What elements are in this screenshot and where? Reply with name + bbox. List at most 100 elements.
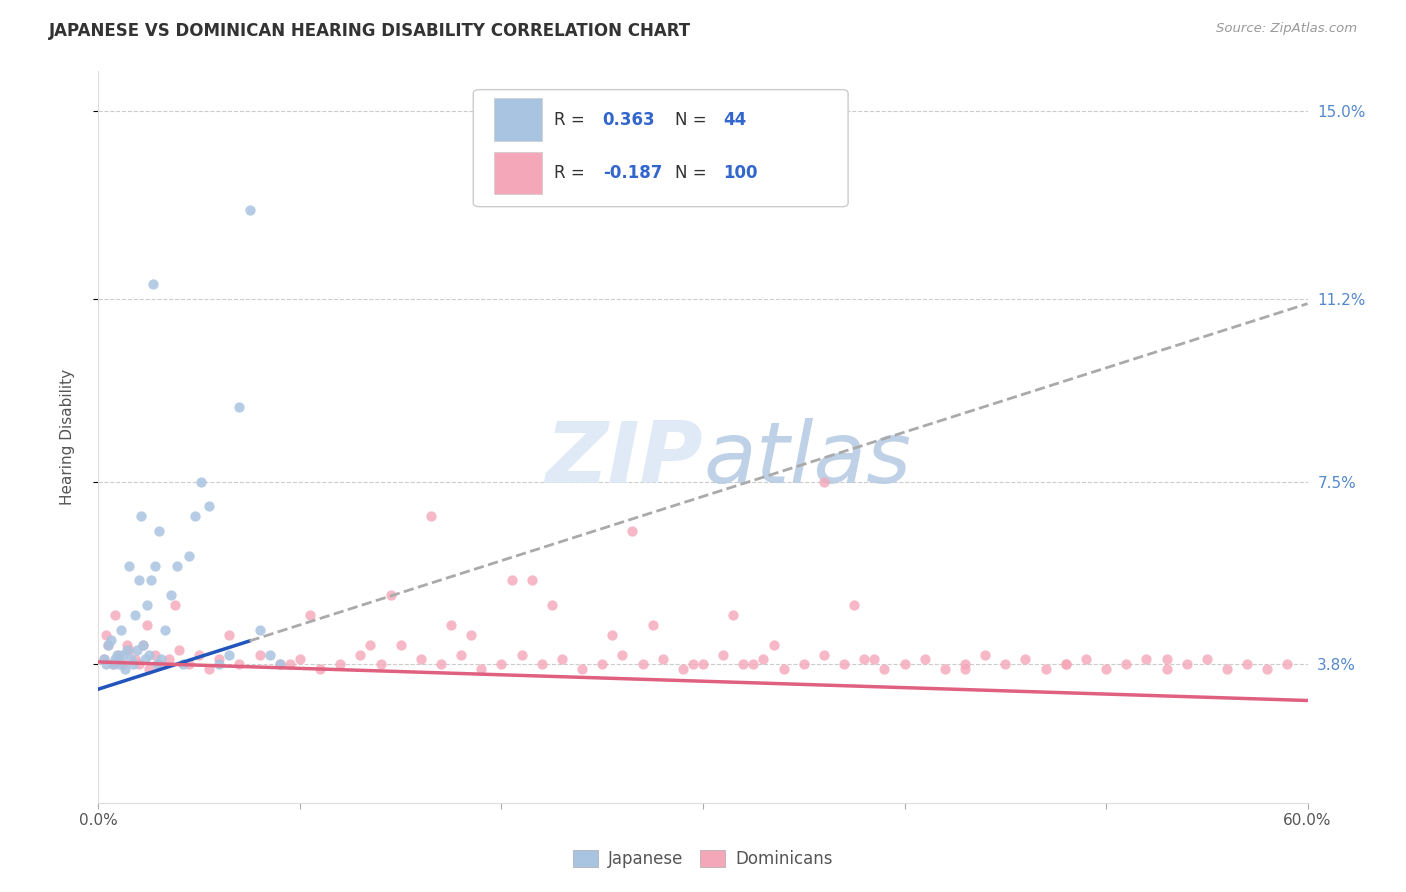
Point bbox=[107, 657, 129, 672]
Point bbox=[228, 657, 250, 672]
Point bbox=[510, 648, 533, 662]
Point bbox=[134, 652, 156, 666]
Point bbox=[111, 657, 134, 672]
Point bbox=[651, 652, 673, 666]
Point bbox=[249, 648, 271, 662]
Point bbox=[1035, 662, 1057, 676]
Point bbox=[96, 657, 118, 672]
Point bbox=[208, 657, 231, 672]
Point bbox=[198, 500, 221, 514]
Point bbox=[163, 598, 186, 612]
Point bbox=[1175, 657, 1198, 672]
Point bbox=[349, 648, 371, 662]
Point bbox=[723, 607, 745, 622]
Point bbox=[460, 628, 482, 642]
Point bbox=[120, 652, 142, 666]
Point bbox=[893, 657, 915, 672]
Point bbox=[142, 277, 165, 291]
Point bbox=[100, 632, 122, 647]
Point bbox=[172, 657, 194, 672]
Point bbox=[153, 623, 176, 637]
Point bbox=[299, 607, 322, 622]
Point bbox=[93, 652, 115, 666]
Point bbox=[329, 657, 352, 672]
Point bbox=[863, 652, 886, 666]
Point bbox=[682, 657, 704, 672]
Point bbox=[118, 642, 141, 657]
Point bbox=[621, 524, 644, 538]
Point bbox=[591, 657, 613, 672]
Point bbox=[752, 652, 775, 666]
Point bbox=[132, 638, 155, 652]
Point bbox=[103, 652, 125, 666]
Point bbox=[873, 662, 896, 676]
Point bbox=[107, 648, 129, 662]
FancyBboxPatch shape bbox=[474, 90, 848, 207]
Point bbox=[269, 657, 291, 672]
Point bbox=[420, 509, 443, 524]
Point bbox=[259, 648, 281, 662]
Point bbox=[934, 662, 956, 676]
Point bbox=[121, 657, 143, 672]
Point bbox=[1195, 652, 1218, 666]
Point bbox=[146, 657, 169, 672]
Point bbox=[160, 588, 183, 602]
Point bbox=[218, 628, 240, 642]
Point bbox=[520, 574, 543, 588]
Point bbox=[143, 558, 166, 573]
Point bbox=[853, 652, 876, 666]
Text: -0.187: -0.187 bbox=[603, 164, 662, 182]
Point bbox=[114, 662, 136, 676]
Text: atlas: atlas bbox=[703, 417, 911, 500]
Point bbox=[128, 657, 150, 672]
Point bbox=[96, 628, 118, 642]
Point bbox=[157, 652, 180, 666]
Point bbox=[124, 607, 146, 622]
Point bbox=[129, 509, 152, 524]
Point bbox=[118, 558, 141, 573]
Point bbox=[491, 657, 513, 672]
Y-axis label: Hearing Disability: Hearing Disability bbox=[60, 369, 75, 505]
Point bbox=[288, 652, 311, 666]
Point bbox=[742, 657, 765, 672]
Point bbox=[672, 662, 695, 676]
Point bbox=[380, 588, 402, 602]
Point bbox=[115, 642, 138, 657]
Point bbox=[148, 657, 170, 672]
Point bbox=[813, 648, 835, 662]
Point bbox=[115, 638, 138, 652]
Point bbox=[450, 648, 472, 662]
Point bbox=[1054, 657, 1077, 672]
Point bbox=[430, 657, 453, 672]
Point bbox=[135, 618, 157, 632]
Point bbox=[602, 628, 624, 642]
Point bbox=[103, 607, 125, 622]
Point bbox=[1074, 652, 1097, 666]
Point bbox=[166, 558, 188, 573]
Point bbox=[762, 638, 785, 652]
Point bbox=[149, 652, 172, 666]
Point bbox=[1054, 657, 1077, 672]
Text: 0.363: 0.363 bbox=[603, 111, 655, 128]
Point bbox=[1095, 662, 1118, 676]
FancyBboxPatch shape bbox=[494, 98, 543, 141]
Point bbox=[1014, 652, 1036, 666]
Point bbox=[101, 657, 124, 672]
Point bbox=[1135, 652, 1157, 666]
FancyBboxPatch shape bbox=[494, 152, 543, 194]
Point bbox=[132, 638, 155, 652]
Point bbox=[409, 652, 432, 666]
Point bbox=[551, 652, 574, 666]
Legend: Japanese, Dominicans: Japanese, Dominicans bbox=[567, 844, 839, 875]
Text: Source: ZipAtlas.com: Source: ZipAtlas.com bbox=[1216, 22, 1357, 36]
Point bbox=[198, 662, 221, 676]
Point bbox=[249, 623, 271, 637]
Point bbox=[138, 648, 160, 662]
Point bbox=[1277, 657, 1299, 672]
Point bbox=[184, 509, 207, 524]
Point bbox=[844, 598, 866, 612]
Point bbox=[239, 202, 262, 217]
Point bbox=[105, 648, 128, 662]
Point bbox=[138, 662, 160, 676]
Point bbox=[571, 662, 593, 676]
